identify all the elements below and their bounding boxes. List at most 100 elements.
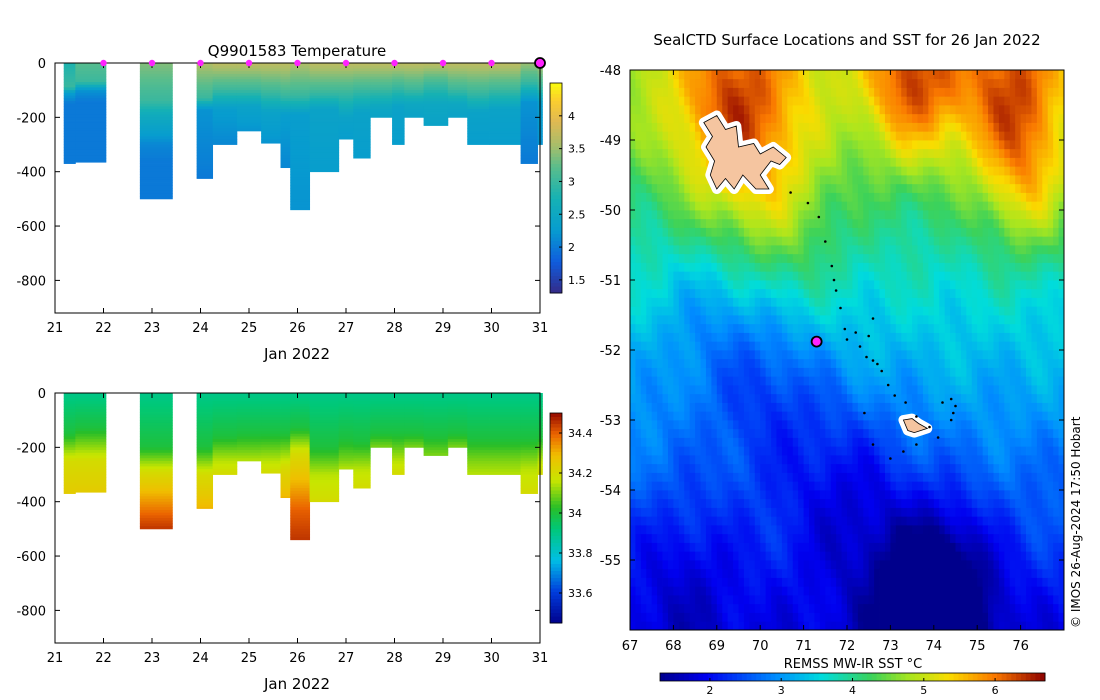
profile-cell [139, 398, 173, 402]
profile-column [290, 393, 311, 541]
profile-cell [139, 103, 173, 107]
sst-cell [722, 306, 729, 316]
profile-cell [290, 144, 311, 148]
sst-cell [700, 612, 707, 622]
sst-cell [868, 280, 875, 290]
sst-cell [895, 490, 902, 500]
sst-cell [765, 577, 772, 587]
sst-cell [868, 472, 875, 482]
profile-cell [290, 158, 311, 162]
profile-cell [139, 158, 173, 162]
sst-cell [841, 577, 848, 587]
sst-cell [700, 183, 707, 193]
profile-cell [290, 447, 311, 451]
sst-cell [640, 428, 647, 438]
profile-cell [309, 98, 340, 102]
profile-cell [290, 185, 311, 189]
profile-cell [423, 406, 449, 410]
colorbar-segment [550, 497, 562, 501]
sst-cell [738, 201, 745, 211]
profile-cell [139, 518, 173, 522]
profile-cell [489, 92, 521, 97]
sst-cell [695, 472, 701, 482]
sst-cell [771, 315, 777, 325]
sst-cell [787, 315, 794, 325]
sst-cell [841, 131, 848, 141]
sst-cell [640, 166, 647, 176]
profile-cell [75, 482, 107, 486]
sst-cell [771, 420, 777, 430]
sst-cell [743, 113, 750, 123]
sst-cell [727, 516, 734, 526]
sst-cell [738, 428, 745, 438]
sst-cell [890, 376, 897, 386]
sst-cell [662, 332, 669, 342]
sst-cell [803, 148, 810, 158]
sst-cell [792, 341, 799, 351]
y-tick-label: -200 [16, 441, 46, 456]
sst-cell [733, 595, 739, 605]
profile-cell [261, 450, 281, 454]
profile-cell [261, 73, 281, 77]
sst-cell [787, 498, 794, 508]
sst-cell [689, 498, 696, 508]
colorbar-segment [550, 83, 562, 87]
sst-cell [667, 245, 674, 255]
sst-cell [684, 113, 691, 123]
sst-cell [819, 498, 826, 508]
profile-cell [196, 398, 214, 402]
sst-cell [684, 350, 691, 360]
sst-cell [901, 621, 908, 631]
sst-cell [857, 376, 864, 386]
sst-cell [863, 175, 870, 185]
profile-cell [139, 450, 173, 454]
sst-cell [689, 96, 696, 106]
sst-cell [678, 463, 685, 473]
profile-cell [63, 147, 76, 151]
sst-cell [695, 157, 701, 167]
profile-cell [467, 395, 490, 399]
sst-cell [895, 105, 902, 115]
profile-cell [75, 441, 107, 446]
sst-cell [809, 262, 815, 272]
profile-cell [423, 76, 449, 80]
profile-cell [75, 485, 107, 489]
sst-cell [657, 446, 663, 456]
sst-cell [895, 376, 902, 386]
profile-cell [392, 103, 405, 107]
sst-cell [771, 455, 777, 465]
profile-cell [404, 98, 424, 102]
profile-cell [280, 488, 291, 492]
sst-cell [705, 271, 712, 281]
sst-cell [819, 288, 826, 298]
sst-cell [662, 157, 669, 167]
sst-cell [689, 131, 696, 141]
profile-cell [196, 393, 214, 397]
sst-cell [857, 621, 864, 631]
sst-cell [667, 332, 674, 342]
profile-cell [139, 196, 173, 200]
profile-cell [467, 63, 490, 67]
sst-cell [760, 551, 767, 561]
sst-cell [798, 105, 804, 115]
profile-cell [196, 422, 214, 427]
profile-cell [290, 190, 311, 194]
sst-cell [760, 350, 767, 360]
profile-cell [423, 393, 449, 397]
sst-cell [776, 175, 783, 185]
sst-cell [857, 105, 864, 115]
sst-cell [841, 507, 848, 517]
sst-cell [695, 175, 701, 185]
sst-cell [901, 271, 908, 281]
sst-cell [890, 490, 897, 500]
sst-cell [667, 463, 674, 473]
sst-cell [760, 498, 767, 508]
profile-cell [392, 82, 405, 86]
sst-cell [825, 253, 832, 263]
sst-cell [836, 105, 842, 115]
sst-cell [830, 271, 837, 281]
sst-cell [727, 603, 734, 613]
sst-cell [792, 367, 799, 377]
sst-cell [868, 490, 875, 500]
sst-cell [863, 157, 870, 167]
